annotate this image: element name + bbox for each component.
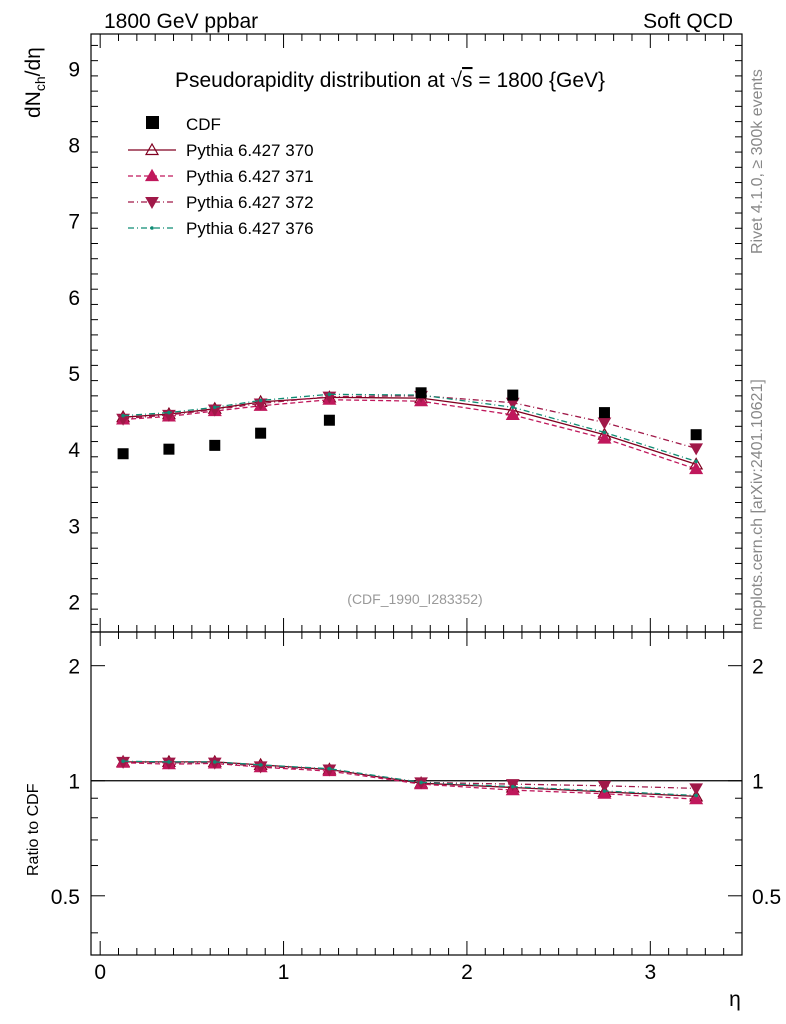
legend-entry-pythia-370: Pythia 6.427 370: [128, 141, 314, 160]
series-marker: [327, 766, 332, 771]
series-marker: [597, 786, 612, 799]
legend-entry-pythia-372: Pythia 6.427 372: [128, 193, 314, 212]
series-marker: [597, 431, 612, 444]
series-marker: [327, 392, 332, 397]
series-line-3: [123, 393, 697, 463]
legend-entry-pythia-371: Pythia 6.427 371: [128, 167, 314, 186]
series-marker: [167, 760, 171, 764]
series-marker: [121, 413, 125, 418]
x-tick-label: 2: [461, 961, 473, 984]
ratio-tick-label-right: 0.5: [752, 886, 781, 909]
cdf-data-point: [117, 448, 129, 460]
cdf-data-point: [163, 443, 175, 455]
series-marker: [597, 417, 612, 430]
legend: CDF Pythia 6.427 370 Pythia 6.427 371 Py…: [128, 115, 314, 238]
ratio-y-axis-label: Ratio to CDF: [25, 783, 42, 876]
y-tick-label: 6: [68, 287, 80, 310]
ratio-line-2: [123, 761, 697, 790]
series-marker: [602, 430, 607, 435]
series-marker: [419, 780, 423, 785]
cdf-data-point: [323, 414, 335, 426]
y-tick-label: 4: [68, 439, 80, 462]
ratio-tick-label-right: 1: [752, 771, 764, 794]
legend-marker-cdf: [146, 116, 159, 129]
y-axis-label: dNch/dη: [22, 47, 48, 118]
series-marker: [212, 760, 217, 764]
series-marker: [258, 763, 263, 767]
cdf-data-point: [415, 387, 427, 399]
x-axis-ticks: 0 1 2 3: [94, 34, 743, 984]
cdf-data-point: [598, 407, 610, 419]
cdf-data-point: [507, 389, 519, 401]
series-marker: [689, 783, 704, 796]
y-tick-label: 7: [68, 211, 80, 234]
ratio-plot-frame: [90, 631, 743, 956]
y-tick-label: 2: [68, 592, 80, 615]
ratio-line-1: [123, 762, 697, 800]
ratio-tick-label-left: 2: [68, 656, 80, 679]
legend-label-pythia-370: Pythia 6.427 370: [186, 141, 314, 160]
x-tick-label: 3: [644, 961, 656, 984]
ratio-tick-label-right: 2: [752, 656, 764, 679]
header-right-label: Soft QCD: [643, 10, 733, 33]
x-axis-label: η: [729, 988, 741, 1011]
legend-label-pythia-371: Pythia 6.427 371: [186, 167, 314, 186]
legend-label-cdf: CDF: [186, 115, 221, 134]
chart-title: Pseudorapidity distribution at √s = 1800…: [175, 69, 605, 92]
legend-label-pythia-372: Pythia 6.427 372: [186, 193, 314, 212]
series-marker: [689, 461, 704, 475]
series-marker: [505, 779, 520, 792]
x-tick-label: 0: [94, 961, 106, 984]
series-marker: [510, 784, 515, 789]
y-tick-label: 5: [68, 363, 80, 386]
ratio-tick-label-left: 0.5: [51, 886, 80, 909]
series-line-0: [123, 396, 697, 466]
series-marker: [510, 405, 515, 410]
series-marker: [207, 404, 222, 417]
series-marker: [144, 168, 160, 182]
main-axis-ticks: 2 3 4 5 6 7 8 9: [68, 44, 742, 625]
series-marker: [212, 405, 217, 410]
ratio-axis-ticks: 0.5 0.5 1 1 2 2: [51, 656, 781, 934]
series-marker: [150, 226, 154, 230]
legend-entry-pythia-376: Pythia 6.427 376: [128, 219, 314, 238]
y-tick-label: 3: [68, 515, 80, 538]
cdf-data-point: [690, 429, 702, 441]
ratio-line-3: [123, 760, 697, 797]
ratio-series-layer: [116, 754, 704, 805]
series-marker: [167, 410, 171, 415]
y-tick-label: 9: [68, 58, 80, 81]
main-series-layer: [116, 387, 704, 475]
rivet-version-label: Rivet 4.1.0, ≥ 300k events: [749, 69, 766, 254]
header-left-label: 1800 GeV ppbar: [104, 10, 258, 33]
series-marker: [689, 791, 704, 805]
series-marker: [602, 789, 607, 793]
series-marker: [505, 407, 520, 420]
series-marker: [121, 759, 125, 763]
cdf-data-point: [209, 439, 221, 451]
mcplots-label: mcplots.cern.ch [arXiv:2401.10621]: [749, 379, 766, 630]
series-marker: [689, 443, 704, 456]
legend-label-pythia-376: Pythia 6.427 376: [186, 219, 314, 238]
series-marker: [694, 793, 698, 798]
series-marker: [258, 398, 263, 403]
series-marker: [144, 142, 160, 156]
x-tick-label: 1: [278, 961, 290, 984]
series-marker: [145, 197, 159, 210]
series-marker: [694, 459, 698, 464]
series-line-2: [123, 395, 697, 450]
series-marker: [597, 780, 612, 793]
y-tick-label: 8: [68, 134, 80, 157]
ratio-tick-label-left: 1: [68, 771, 80, 794]
analysis-watermark: (CDF_1990_I283352): [347, 591, 482, 607]
cdf-data-point: [255, 427, 267, 439]
